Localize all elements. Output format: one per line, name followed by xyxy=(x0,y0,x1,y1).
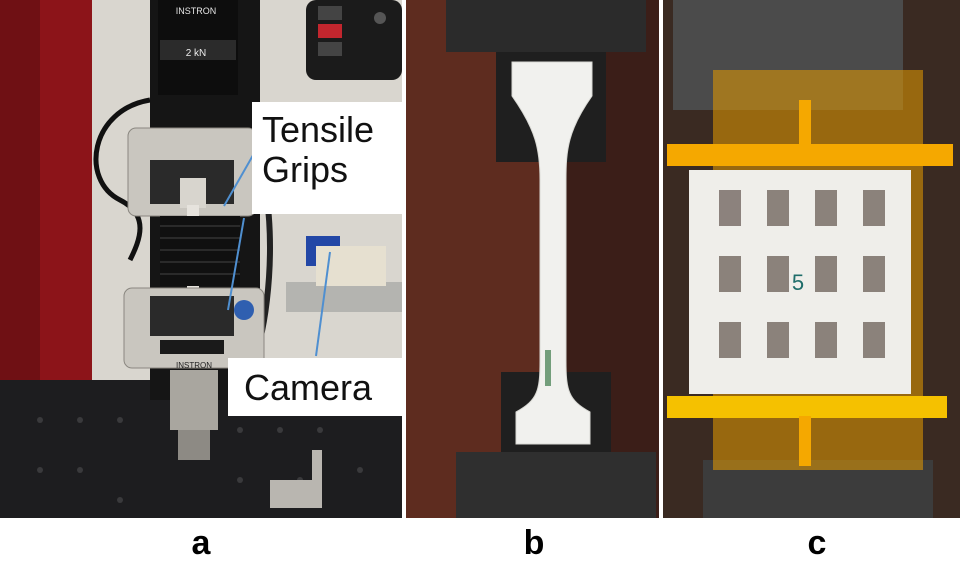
panel-a-photo: INSTRON 2 kN INSTRON Tensile Grips Camer… xyxy=(0,0,402,518)
testing-machine-illustration: INSTRON 2 kN INSTRON xyxy=(0,0,402,518)
tensile-grips-callout-line2: Grips xyxy=(262,149,349,190)
panel-c-photo: 5 xyxy=(663,0,960,518)
panel-label-a: a xyxy=(191,524,211,562)
load-cell-brand-label: INSTRON xyxy=(176,6,217,16)
panel-b-photo xyxy=(406,0,659,518)
panel-label-c: c xyxy=(807,524,827,562)
lattice-specimen-illustration: 5 xyxy=(663,0,960,518)
camera-callout: Camera xyxy=(228,358,402,416)
load-cell-rating-label: 2 kN xyxy=(186,48,207,59)
tensile-grips-callout: Tensile Grips xyxy=(252,102,402,214)
grip-brand-label: INSTRON xyxy=(176,361,212,370)
dogbone-specimen-illustration xyxy=(406,0,659,518)
tensile-grips-callout-line1: Tensile xyxy=(262,109,375,150)
specimen-number-mark: 5 xyxy=(792,270,804,295)
panel-label-b: b xyxy=(523,524,545,562)
